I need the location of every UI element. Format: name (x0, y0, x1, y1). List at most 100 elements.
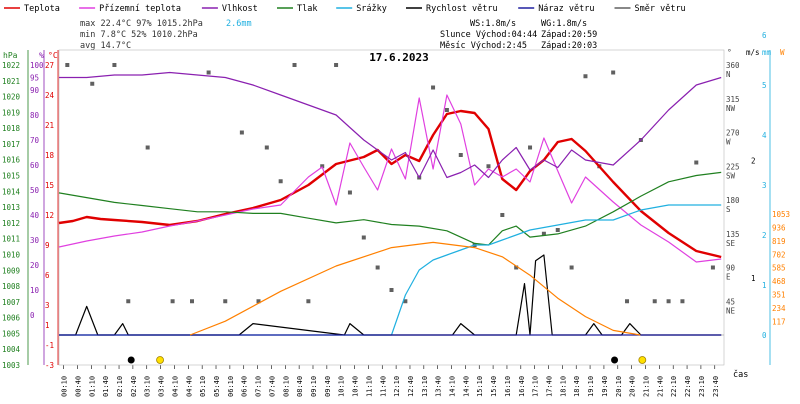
axis-hpa-tick: 1004 (2, 345, 21, 354)
wind-direction-point (680, 299, 685, 304)
axis-hpa-tick: 1010 (2, 250, 21, 259)
series-vlhkost (59, 71, 722, 179)
axis-radiation-tick: 1053 (772, 210, 790, 219)
wind-direction-point (170, 299, 175, 304)
plot-area (58, 63, 722, 364)
axis-hpa-tick: 1005 (2, 329, 20, 338)
axis-radiation-tick: 585 (772, 264, 786, 273)
axis-rain-tick: 0 (762, 331, 767, 340)
axis-time-tick: 22:10 (670, 376, 678, 397)
axis-radiation-label: W (780, 48, 785, 57)
axes: hPa1022102110201019101810171016101510141… (2, 31, 790, 397)
sunset-text: Západ:20:59 (541, 30, 597, 40)
plot-frame (58, 49, 725, 366)
axis-time-tick: 17:10 (532, 376, 540, 397)
wind-direction-point (361, 235, 366, 240)
axis-hpa-tick: 1019 (2, 108, 20, 117)
axis-hpa-tick: 1013 (2, 203, 20, 212)
axis-time-tick: 05:10 (199, 376, 207, 397)
wind-direction-point (710, 265, 715, 270)
wind-direction-point (145, 145, 150, 150)
axis-rain-tick: 6 (762, 31, 767, 40)
wind-direction-point (292, 63, 297, 67)
axis-time-tick: 11:40 (379, 376, 387, 397)
axis-wind-speed-label: m/s (746, 48, 760, 57)
axis-hpa-label: hPa (3, 51, 18, 60)
axis-hpa-tick: 1021 (2, 77, 20, 86)
series-slune-n-z-en- (189, 241, 641, 336)
axis-time-tick: 23:40 (712, 376, 720, 397)
series-p-zemn-teplota (58, 94, 722, 263)
axis-radiation-tick: 234 (772, 304, 786, 313)
axis-hpa-tick: 1018 (2, 124, 21, 133)
wind-direction-point (306, 299, 311, 304)
axis-hpa-tick: 1017 (2, 140, 20, 149)
axis-pct-tick: 90 (30, 86, 40, 95)
stats-max-rain: 2.6mm (226, 19, 252, 29)
axis-pct-tick: 70 (30, 136, 40, 145)
legend-item: Přízemní teplota (79, 4, 181, 14)
axis-pct-tick: 50 (30, 186, 40, 195)
sunset-marker (638, 356, 647, 364)
legend-item: Srážky (336, 4, 387, 14)
axis-hpa-tick: 1009 (2, 266, 20, 275)
axis-rain-tick: 1 (762, 281, 767, 290)
axis-temp-tick: -1 (45, 341, 54, 350)
wind-direction-point (625, 299, 630, 304)
axis-time-tick: 10:10 (338, 376, 346, 397)
axis-time-tick: 11:10 (365, 376, 373, 397)
wind-direction-point (458, 153, 463, 157)
axis-direction-tick: 315 (726, 95, 740, 104)
axis-radiation-tick: 468 (772, 277, 786, 286)
axis-time-tick: 14:10 (449, 376, 457, 397)
wind-direction-point (126, 299, 131, 304)
wind-direction-point (541, 231, 546, 236)
axis-time-tick: 09:40 (324, 376, 332, 397)
wind-direction-point (569, 265, 574, 270)
axis-time-tick: 21:10 (642, 376, 650, 397)
axis-time-tick: 00:40 (74, 376, 82, 397)
axis-hpa-tick: 1015 (2, 172, 20, 181)
wind-direction-point (264, 145, 269, 150)
moonset-text: Západ:20:03 (541, 41, 597, 51)
axis-hpa-tick: 1007 (2, 298, 20, 307)
axis-wind-speed-tick: 1 (751, 274, 756, 283)
axis-direction-tick: 270 (726, 129, 740, 138)
axis-time-tick: 02:40 (130, 376, 138, 397)
axis-pct-label: % (39, 51, 44, 60)
axis-time-tick: 01:40 (102, 376, 110, 397)
axis-time-tick: 16:40 (518, 376, 526, 397)
legend-label: Směr větru (635, 4, 686, 14)
axis-time-tick: 03:10 (144, 376, 152, 397)
wind-direction-point (347, 190, 352, 195)
axis-direction-tick: 90 (726, 264, 736, 273)
legend-label: Náraz větru (538, 4, 594, 14)
legend-label: Vlhkost (222, 4, 258, 14)
legend-item: Náraz větru (518, 4, 594, 14)
axis-pct-tick: 30 (30, 236, 40, 245)
axis-temp: °C27 24 21 18 15 12 9 6 3 1 -1 -3 (45, 50, 59, 370)
axis-time-tick: 06:10 (227, 376, 235, 397)
axis-radiation-tick: 936 (772, 223, 786, 232)
wind-direction-point (389, 288, 394, 292)
axis-rain-tick: 3 (762, 181, 767, 190)
axis-pct-tick: 95 (30, 74, 39, 83)
axis-time-tick: 08:40 (296, 376, 304, 397)
axis-pct-tick: 0 (30, 311, 35, 320)
wind-direction-point (223, 299, 228, 304)
stats-max: max 22.4°C 97% 1015.2hPa (80, 19, 203, 29)
axis-time-tick: 10:40 (352, 376, 360, 397)
axis-hpa-tick: 1008 (2, 282, 21, 291)
axis-temp-tick: 18 (45, 151, 55, 160)
axis-hpa-tick: 1014 (2, 187, 21, 196)
axis-direction-label: ° (727, 48, 732, 57)
axis-time-tick: 18:40 (573, 376, 581, 397)
axis-rain-tick: 2 (762, 231, 767, 240)
axis-radiation-tick: 702 (772, 250, 786, 259)
axis-time-tick: 15:10 (476, 376, 484, 397)
series-teplota (58, 109, 722, 259)
